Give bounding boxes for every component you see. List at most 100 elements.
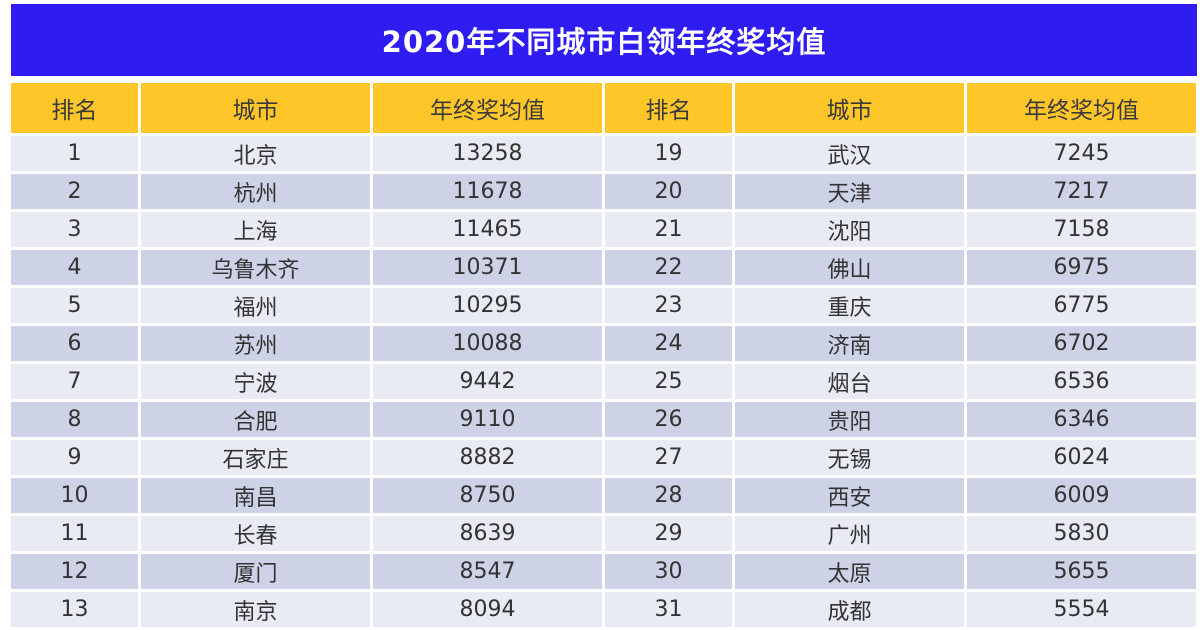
rank-cell: 3 [11, 212, 138, 247]
header-rank: 排名 [11, 83, 138, 133]
bonus-cell: 7245 [967, 136, 1196, 171]
city-cell: 天津 [735, 174, 964, 209]
rank-cell: 26 [605, 402, 732, 437]
city-cell: 贵阳 [735, 402, 964, 437]
rank-cell: 8 [11, 402, 138, 437]
city-cell: 佛山 [735, 250, 964, 285]
rank-cell: 30 [605, 554, 732, 589]
bonus-cell: 7158 [967, 212, 1196, 247]
table-row: 5 福州 10295 23 重庆 6775 [11, 288, 1196, 323]
city-cell: 西安 [735, 478, 964, 513]
header-city: 城市 [735, 83, 964, 133]
city-cell: 济南 [735, 326, 964, 361]
rank-cell: 24 [605, 326, 732, 361]
header-city: 城市 [141, 83, 370, 133]
header-row: 排名 城市 年终奖均值 排名 城市 年终奖均值 [11, 83, 1196, 133]
bonus-cell: 6702 [967, 326, 1196, 361]
city-cell: 成都 [735, 592, 964, 627]
bonus-cell: 10371 [373, 250, 602, 285]
bonus-cell: 6536 [967, 364, 1196, 399]
rank-cell: 13 [11, 592, 138, 627]
bonus-cell: 6346 [967, 402, 1196, 437]
city-cell: 烟台 [735, 364, 964, 399]
rank-cell: 19 [605, 136, 732, 171]
bonus-cell: 8639 [373, 516, 602, 551]
bonus-cell: 8094 [373, 592, 602, 627]
rank-cell: 5 [11, 288, 138, 323]
city-cell: 杭州 [141, 174, 370, 209]
city-cell: 厦门 [141, 554, 370, 589]
table-body: 1 北京 13258 19 武汉 7245 2 杭州 11678 20 天津 7217 3 上海 11465… [11, 136, 1196, 627]
rank-cell: 6 [11, 326, 138, 361]
table-row: 6 苏州 10088 24 济南 6702 [11, 326, 1196, 361]
rank-cell: 21 [605, 212, 732, 247]
bonus-cell: 8750 [373, 478, 602, 513]
city-cell: 乌鲁木齐 [141, 250, 370, 285]
city-cell: 石家庄 [141, 440, 370, 475]
city-cell: 北京 [141, 136, 370, 171]
city-cell: 南京 [141, 592, 370, 627]
rank-cell: 22 [605, 250, 732, 285]
table-row: 9 石家庄 8882 27 无锡 6024 [11, 440, 1196, 475]
bonus-cell: 6775 [967, 288, 1196, 323]
table-row: 11 长春 8639 29 广州 5830 [11, 516, 1196, 551]
rank-cell: 25 [605, 364, 732, 399]
city-cell: 宁波 [141, 364, 370, 399]
header-bonus: 年终奖均值 [373, 83, 602, 133]
city-cell: 无锡 [735, 440, 964, 475]
header-bonus: 年终奖均值 [967, 83, 1196, 133]
table-row: 3 上海 11465 21 沈阳 7158 [11, 212, 1196, 247]
city-cell: 上海 [141, 212, 370, 247]
rank-cell: 27 [605, 440, 732, 475]
city-cell: 重庆 [735, 288, 964, 323]
bonus-cell: 9110 [373, 402, 602, 437]
bonus-cell: 11678 [373, 174, 602, 209]
rank-cell: 28 [605, 478, 732, 513]
rank-cell: 20 [605, 174, 732, 209]
bonus-cell: 8882 [373, 440, 602, 475]
bonus-cell: 6024 [967, 440, 1196, 475]
table-row: 7 宁波 9442 25 烟台 6536 [11, 364, 1196, 399]
table-row: 13 南京 8094 31 成都 5554 [11, 592, 1196, 627]
table-row: 2 杭州 11678 20 天津 7217 [11, 174, 1196, 209]
city-cell: 沈阳 [735, 212, 964, 247]
rank-cell: 31 [605, 592, 732, 627]
bonus-table: 排名 城市 年终奖均值 排名 城市 年终奖均值 1 北京 13258 19 武汉 7245… [8, 80, 1199, 630]
table-row: 10 南昌 8750 28 西安 6009 [11, 478, 1196, 513]
rank-cell: 23 [605, 288, 732, 323]
bonus-cell: 13258 [373, 136, 602, 171]
city-cell: 苏州 [141, 326, 370, 361]
rank-cell: 4 [11, 250, 138, 285]
bonus-cell: 5554 [967, 592, 1196, 627]
rank-cell: 1 [11, 136, 138, 171]
city-cell: 武汉 [735, 136, 964, 171]
city-cell: 太原 [735, 554, 964, 589]
rank-cell: 11 [11, 516, 138, 551]
city-cell: 合肥 [141, 402, 370, 437]
table-title: 2020年不同城市白领年终奖均值 [11, 4, 1197, 76]
table-row: 4 乌鲁木齐 10371 22 佛山 6975 [11, 250, 1196, 285]
bonus-cell: 5830 [967, 516, 1196, 551]
bonus-cell: 11465 [373, 212, 602, 247]
bonus-cell: 6975 [967, 250, 1196, 285]
header-rank: 排名 [605, 83, 732, 133]
table-row: 8 合肥 9110 26 贵阳 6346 [11, 402, 1196, 437]
table-row: 12 厦门 8547 30 太原 5655 [11, 554, 1196, 589]
rank-cell: 10 [11, 478, 138, 513]
bonus-cell: 7217 [967, 174, 1196, 209]
bonus-cell: 10088 [373, 326, 602, 361]
table-figure: 2020年不同城市白领年终奖均值 排名 城市 年终奖均值 排名 城市 年终奖均值… [11, 4, 1197, 627]
table-row: 1 北京 13258 19 武汉 7245 [11, 136, 1196, 171]
bonus-cell: 9442 [373, 364, 602, 399]
bonus-cell: 6009 [967, 478, 1196, 513]
rank-cell: 29 [605, 516, 732, 551]
city-cell: 福州 [141, 288, 370, 323]
rank-cell: 7 [11, 364, 138, 399]
bonus-cell: 5655 [967, 554, 1196, 589]
city-cell: 长春 [141, 516, 370, 551]
rank-cell: 12 [11, 554, 138, 589]
city-cell: 广州 [735, 516, 964, 551]
city-cell: 南昌 [141, 478, 370, 513]
rank-cell: 9 [11, 440, 138, 475]
bonus-cell: 10295 [373, 288, 602, 323]
